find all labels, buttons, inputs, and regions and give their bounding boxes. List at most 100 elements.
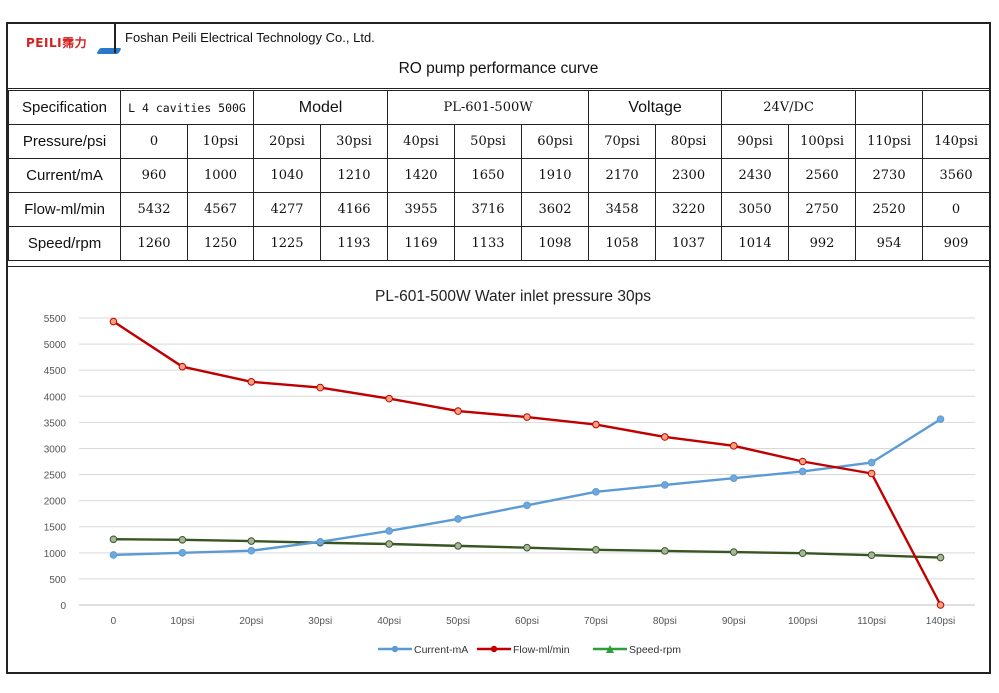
table-cell: 110psi (855, 124, 924, 159)
y-tick-label: 500 (49, 575, 66, 586)
table-cell: 1037 (655, 226, 723, 261)
table-cell: 20psi (253, 124, 322, 159)
data-point (454, 407, 462, 415)
spec-row: Specification L 4 cavities 500G Model PL… (8, 90, 991, 125)
table-cell: 1169 (387, 226, 456, 261)
table-cell: 1210 (320, 158, 389, 193)
logo-swoosh-icon (96, 48, 122, 54)
data-point (661, 433, 669, 441)
data-point (247, 378, 256, 386)
y-tick-label: 5500 (44, 314, 67, 325)
series-line-flow-ml-min (112, 320, 942, 606)
spec-label: Specification (8, 90, 121, 125)
row-label: Speed/rpm (8, 226, 121, 261)
data-point (936, 601, 945, 609)
table-row: Current/mA 960 1000 1040 1210 1420 1650 1910 217… (8, 158, 991, 193)
y-tick-label: 4000 (44, 392, 67, 403)
spec-value: L 4 cavities 500G (119, 90, 255, 125)
series-line-current-ma (113, 418, 942, 557)
table-cell: 4166 (320, 192, 389, 227)
table-cell: 3220 (655, 192, 723, 227)
x-tick-label: 10psi (170, 616, 194, 627)
legend-label: Flow-ml/min (513, 644, 570, 656)
x-tick-label: 90psi (722, 616, 746, 627)
header: PEILI霈力 Foshan Peili Electrical Technolo… (8, 24, 989, 89)
table-cell: 1000 (186, 158, 255, 193)
table-cell: 3716 (454, 192, 523, 227)
table-cell: 2750 (788, 192, 857, 227)
table-cell: 80psi (655, 124, 723, 159)
y-tick-label: 5000 (44, 340, 67, 351)
empty-cell (922, 90, 991, 125)
x-tick-label: 60psi (515, 616, 539, 627)
data-point (867, 458, 876, 467)
table-cell: 3050 (721, 192, 790, 227)
y-tick-label: 4500 (44, 366, 67, 377)
row-label: Pressure/psi (8, 124, 121, 159)
data-point (247, 537, 256, 545)
table-cell: 10psi (186, 124, 255, 159)
data-point (178, 549, 187, 557)
data-point (729, 442, 738, 450)
table-cell: 4567 (186, 192, 255, 227)
data-point (385, 394, 393, 403)
data-point (523, 501, 531, 510)
table-cell: 960 (120, 158, 188, 193)
logo-text: PEILI霈力 (26, 36, 88, 50)
x-tick-label: 100psi (788, 616, 817, 627)
data-point (798, 457, 807, 466)
table-cell: 2300 (655, 158, 723, 193)
model-value: PL-601-500W (387, 90, 590, 125)
data-point (867, 469, 876, 478)
data-point (454, 542, 462, 550)
y-tick-label: 2500 (44, 471, 67, 482)
data-point (454, 515, 462, 523)
chart-area: PL-601-500W Water inlet pressure 30ps 0 5… (8, 266, 989, 673)
data-point (247, 546, 256, 555)
table-cell: 1650 (454, 158, 523, 193)
y-tick-label: 0 (60, 601, 66, 612)
table-cell: 1040 (253, 158, 322, 193)
data-point (109, 317, 118, 326)
x-tick-label: 40psi (377, 616, 401, 627)
table-cell: 70psi (588, 124, 657, 159)
data-point (109, 551, 118, 559)
y-tick-label: 3000 (44, 444, 67, 455)
legend-label: Current-mA (414, 644, 468, 656)
table-cell: 0 (922, 192, 991, 227)
data-point (385, 527, 393, 535)
table-cell: 0 (120, 124, 188, 159)
chart-title: PL-601-500W Water inlet pressure 30ps (375, 288, 651, 305)
legend-marker (606, 645, 614, 653)
table-cell: 954 (855, 226, 924, 261)
legend-label: Speed-rpm (629, 644, 681, 656)
page-title: RO pump performance curve (398, 60, 599, 77)
data-point (178, 535, 187, 544)
table-cell: 1250 (186, 226, 255, 261)
row-label: Current/mA (8, 158, 121, 193)
table-cell: 1910 (521, 158, 590, 193)
data-point (592, 420, 600, 429)
table-cell: 30psi (320, 124, 389, 159)
table-cell: 1193 (320, 226, 389, 261)
data-point (385, 540, 393, 548)
table-cell: 2560 (788, 158, 857, 193)
y-tick-label: 1500 (44, 523, 67, 534)
model-label: Model (253, 90, 389, 125)
data-point (109, 535, 118, 544)
x-tick-label: 110psi (857, 616, 886, 627)
table-cell: 1260 (120, 226, 188, 261)
table-cell: 90psi (721, 124, 790, 159)
spec-table: Specification L 4 cavities 500G Model PL… (8, 90, 991, 261)
x-tick-label: 30psi (308, 616, 332, 627)
data-point (729, 474, 738, 482)
voltage-label: Voltage (588, 90, 723, 125)
table-cell: 909 (922, 226, 991, 261)
voltage-value: 24V/DC (721, 90, 857, 125)
table-cell: 3458 (588, 192, 657, 227)
data-point (867, 551, 876, 560)
table-cell: 2170 (588, 158, 657, 193)
company-name: Foshan Peili Electrical Technology Co., … (125, 30, 375, 45)
data-point (798, 467, 807, 476)
table-cell: 1098 (521, 226, 590, 261)
